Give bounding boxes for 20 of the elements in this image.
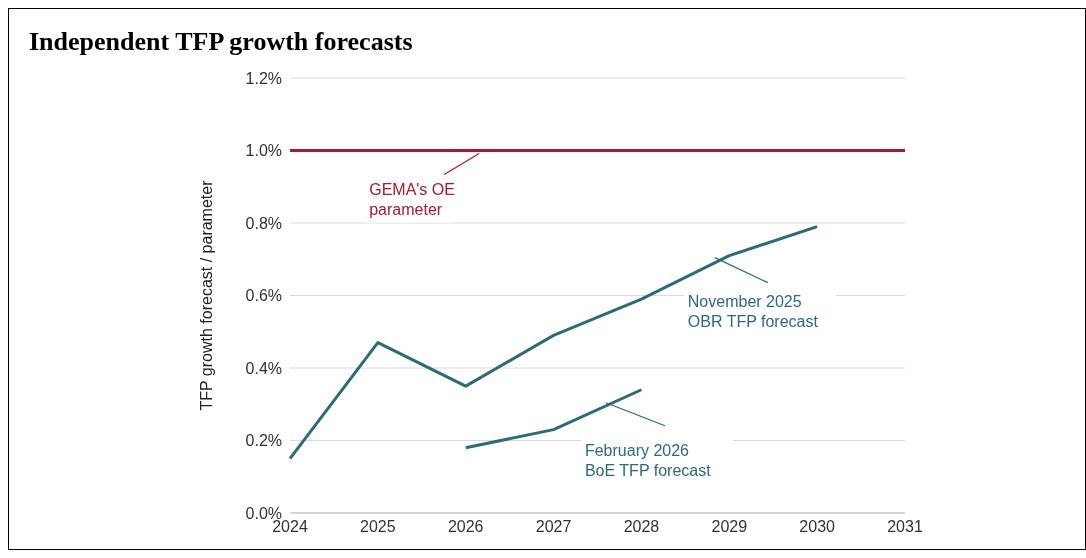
chart-title: Independent TFP growth forecasts	[29, 27, 413, 57]
line-series	[288, 225, 819, 461]
x-tick-label: 2028	[623, 518, 660, 536]
x-tick-label: 2029	[711, 518, 748, 536]
x-tick-label: 2026	[447, 518, 484, 536]
legend-label: November 2025 OBR TFP forecast	[687, 292, 819, 330]
y-tick-label: 0.6%	[245, 287, 282, 305]
y-tick-label: 1.2%	[245, 69, 282, 87]
y-tick-label: 1.0%	[245, 142, 282, 160]
legend-label: February 2026 BoE TFP forecast	[584, 441, 712, 479]
x-tick-label: 2031	[887, 518, 923, 536]
y-tick-label: 0.4%	[245, 359, 282, 377]
x-tick-label: 2027	[535, 518, 572, 536]
x-tick-label: 2030	[799, 518, 836, 536]
legend-label: GEMA's OE parameter	[369, 180, 455, 218]
y-tick-label: 0.2%	[245, 432, 282, 450]
y-axis-title: TFP growth forecast / parameter	[197, 179, 215, 411]
y-tick-label: 0.8%	[245, 214, 282, 232]
x-tick-label: 2024	[272, 518, 308, 536]
x-tick-label: 2025	[360, 518, 396, 536]
